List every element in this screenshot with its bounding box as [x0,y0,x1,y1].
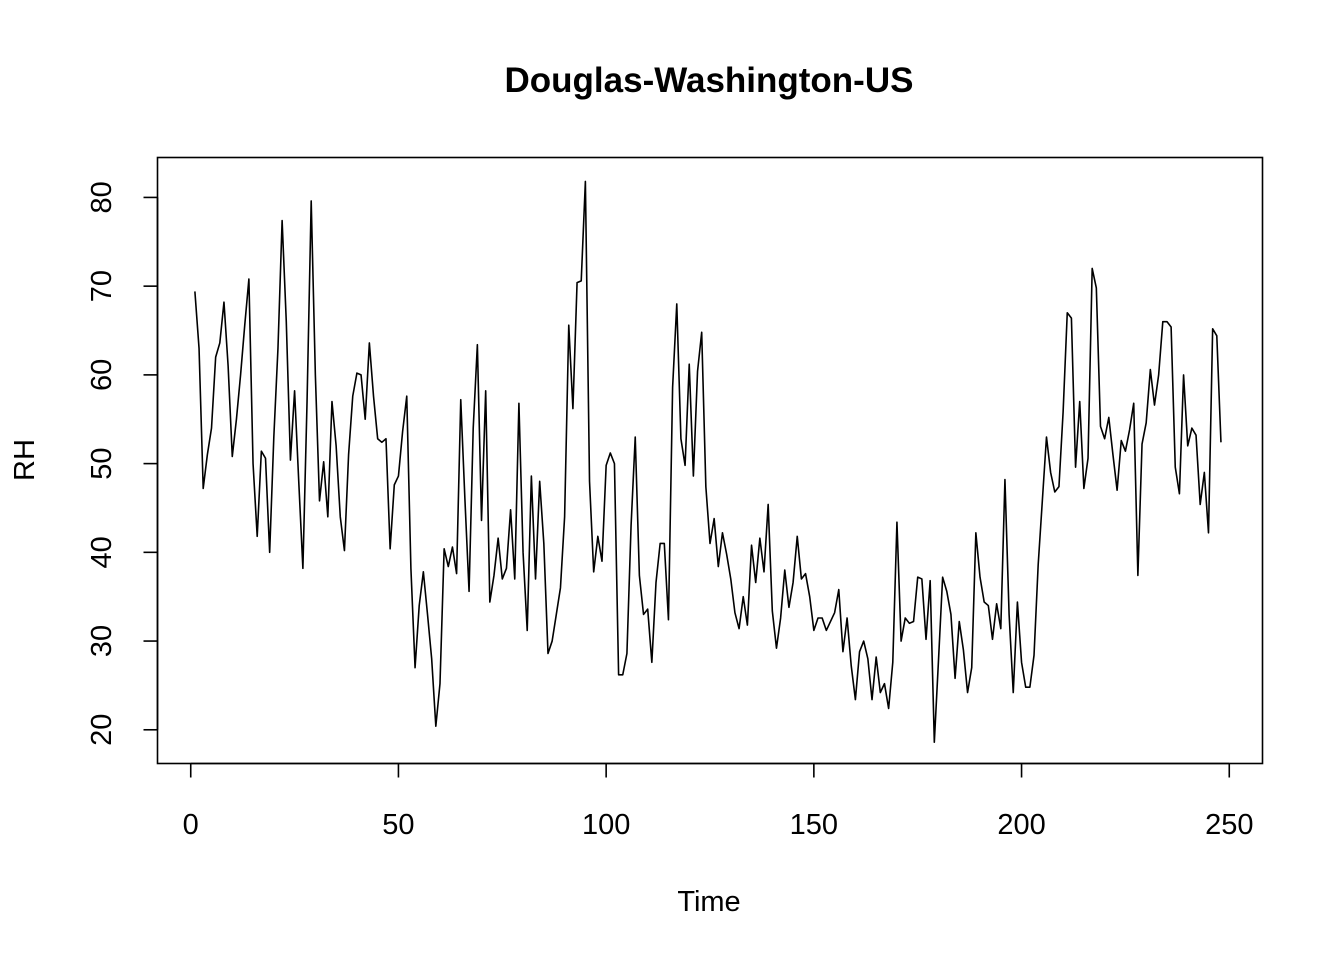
x-tick-label: 0 [183,809,199,841]
y-tick-label: 40 [86,536,118,568]
x-axis-label: Time [677,886,740,918]
x-tick-label: 50 [382,809,414,841]
y-tick-label: 60 [86,359,118,391]
x-tick-label: 100 [582,809,630,841]
x-tick-label: 250 [1205,809,1253,841]
y-tick-label: 30 [86,625,118,657]
plot-frame [156,156,1264,765]
y-tick-label: 70 [86,270,118,302]
y-tick-label: 80 [86,181,118,213]
y-tick-label: 50 [86,447,118,479]
x-axis: 0 50 100 150 200 250 [183,762,1253,841]
y-axis-label: RH [9,439,41,481]
x-tick-label: 200 [997,809,1045,841]
series-line-rh [194,180,1222,744]
x-tick-label: 150 [790,809,838,841]
chart-title: Douglas-Washington-US [505,61,914,100]
y-axis: 20 30 40 50 60 70 80 [86,181,159,746]
y-tick-label: 20 [86,714,118,746]
